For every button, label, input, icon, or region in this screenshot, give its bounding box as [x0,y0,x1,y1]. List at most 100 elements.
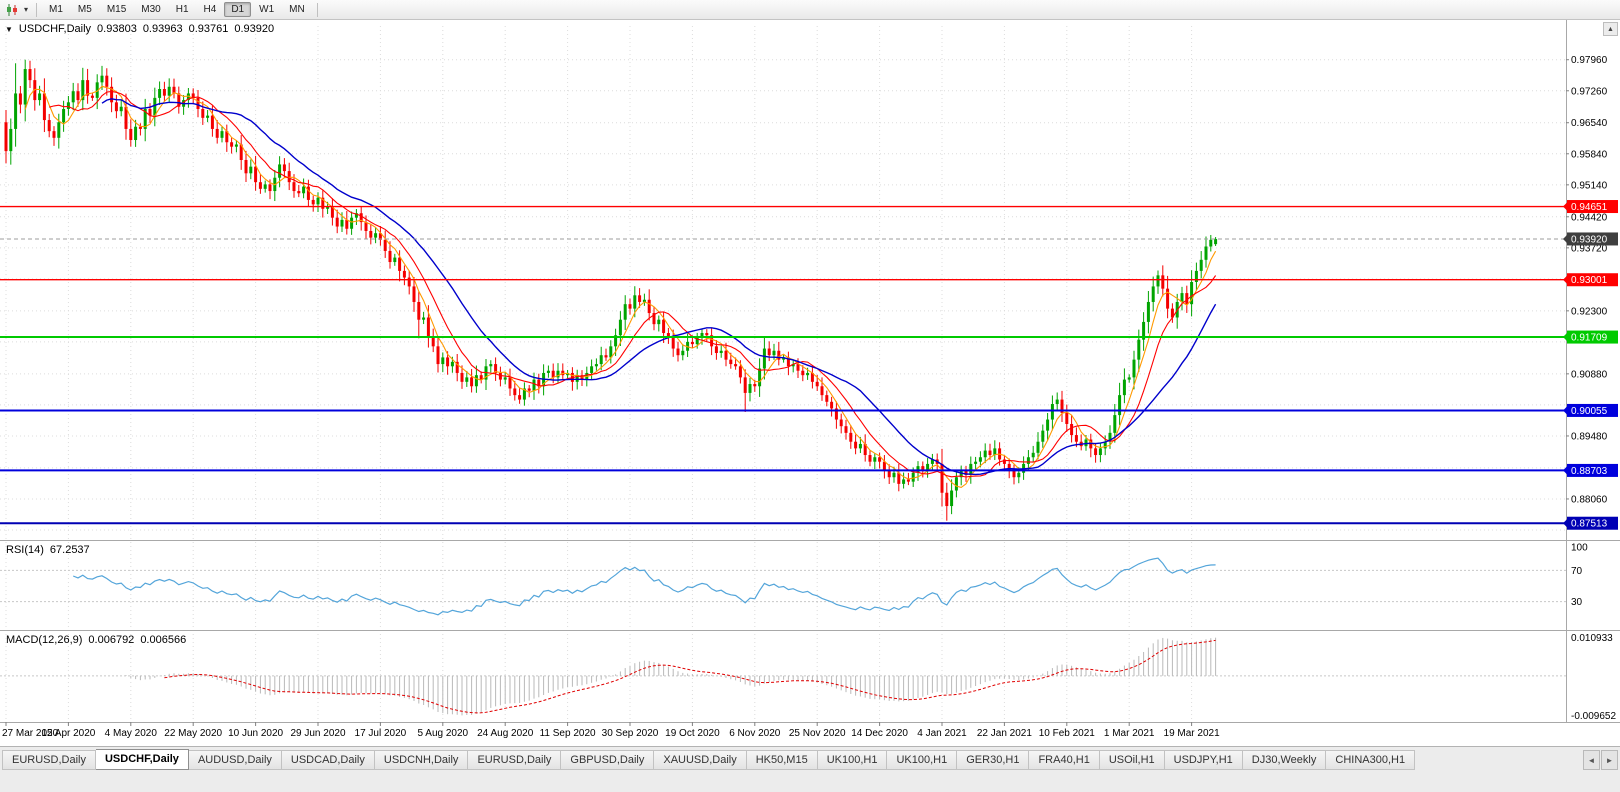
chart-tab-usdchf-daily[interactable]: USDCHF,Daily [95,749,189,770]
candles-layer [4,59,1218,521]
svg-text:0.97960: 0.97960 [1571,55,1608,66]
macd-layer: 0.010933 -0.009652 [0,633,1616,722]
low-value: 0.93761 [188,23,229,35]
svg-text:1 Mar 2021: 1 Mar 2021 [1104,728,1155,739]
svg-text:4 Jan 2021: 4 Jan 2021 [917,728,967,739]
timeframe-toolbar: ▾ M1 M5 M15 M30 H1 H4 D1 W1 MN [0,0,1620,20]
price-axis-labels: 0.97960 0.97260 0.96540 0.95840 0.95140 0.944… [1566,55,1608,505]
chart-tab-xauusd-daily[interactable]: XAUUSD,Daily [654,750,747,770]
chart-tab-eurusd-daily[interactable]: EURUSD,Daily [468,750,562,770]
title-dropdown-icon[interactable]: ▼ [5,24,13,34]
svg-text:24 Aug 2020: 24 Aug 2020 [477,728,534,739]
moving-averages-layer [24,85,1217,488]
price-badge: 0.91709 [1563,330,1618,344]
grid-layer [0,26,1566,722]
candlestick-glyph [7,3,17,16]
svg-text:0.93920: 0.93920 [1571,234,1608,245]
macd-name: MACD(12,26,9) [6,634,83,646]
svg-text:0.96540: 0.96540 [1571,118,1608,129]
chart-type-icon[interactable] [4,3,20,17]
chart-tab-usoil-h1[interactable]: USOil,H1 [1099,750,1165,770]
svg-text:0.93001: 0.93001 [1571,275,1608,286]
svg-text:17 Jul 2020: 17 Jul 2020 [355,728,407,739]
svg-text:0.88703: 0.88703 [1571,466,1608,477]
timeframe-button-m30[interactable]: M30 [134,2,167,17]
price-chart-canvas[interactable]: 0.97960 0.97260 0.96540 0.95840 0.95140 0.944… [0,20,1620,746]
timeframe-button-h1[interactable]: H1 [169,2,196,17]
timeframe-button-d1[interactable]: D1 [224,2,252,17]
svg-text:0.89480: 0.89480 [1571,431,1608,442]
chart-area: 0.97960 0.97260 0.96540 0.95840 0.95140 0.944… [0,20,1620,746]
chart-tab-usdcad-daily[interactable]: USDCAD,Daily [281,750,375,770]
svg-text:22 May 2020: 22 May 2020 [164,728,222,739]
svg-text:10 Jun 2020: 10 Jun 2020 [228,728,283,739]
svg-text:0.97260: 0.97260 [1571,86,1608,97]
chart-tab-fra40-h1[interactable]: FRA40,H1 [1029,750,1100,770]
chart-tab-dj30-weekly[interactable]: DJ30,Weekly [1242,750,1327,770]
svg-text:0.90055: 0.90055 [1571,406,1608,417]
close-value: 0.93920 [234,23,275,35]
svg-text:0.94420: 0.94420 [1571,212,1608,223]
toolbar-separator [316,2,318,17]
price-badge: 0.87513 [1563,516,1618,530]
svg-text:4 May 2020: 4 May 2020 [105,728,158,739]
chart-tab-ger30-h1[interactable]: GER30,H1 [957,750,1030,770]
chart-title: ▼ USDCHF,Daily 0.93803 0.93963 0.93761 0… [5,23,274,35]
macd-main-value: 0.006792 [88,634,135,646]
price-badge: 0.93001 [1563,273,1618,286]
chart-tab-uk100-h1[interactable]: UK100,H1 [817,750,888,770]
chart-tab-usdcnh-daily[interactable]: USDCNH,Daily [374,750,469,770]
chart-tab-eurusd-daily[interactable]: EURUSD,Daily [2,750,96,770]
svg-text:19 Mar 2021: 19 Mar 2021 [1164,728,1221,739]
timeframe-button-m1[interactable]: M1 [42,2,70,17]
rsi-pane-label: RSI(14) 67.2537 [6,544,90,556]
timeframe-button-m15[interactable]: M15 [100,2,133,17]
frame-layer [0,20,1620,723]
svg-text:25 Nov 2020: 25 Nov 2020 [789,728,846,739]
timeframe-button-w1[interactable]: W1 [252,2,281,17]
tab-scroll-right-button[interactable]: ► [1601,750,1618,770]
chart-tab-gbpusd-daily[interactable]: GBPUSD,Daily [561,750,655,770]
svg-text:0.90880: 0.90880 [1571,369,1608,380]
svg-text:0.95140: 0.95140 [1571,180,1608,191]
price-badge: 0.88703 [1563,463,1618,477]
svg-text:100: 100 [1571,543,1588,554]
svg-text:0.92300: 0.92300 [1571,306,1608,317]
symbol-period-label: USDCHF,Daily [18,23,92,35]
svg-text:0.91709: 0.91709 [1571,333,1608,344]
price-badge: 0.93920 [1563,232,1618,246]
timeframe-button-h4[interactable]: H4 [197,2,224,17]
svg-text:0.94651: 0.94651 [1571,202,1608,213]
timeframe-buttons-group: M1 M5 M15 M30 H1 H4 D1 W1 MN [42,2,312,17]
price-badges-layer: 0.94651 0.93001 0.91709 0.90055 0.88703 0.875… [1563,200,1618,530]
chart-scroll-up-button[interactable]: ▲ [1603,22,1618,36]
timeframe-button-m5[interactable]: M5 [71,2,99,17]
tab-scroll-left-button[interactable]: ◄ [1583,750,1600,770]
toolbar-dropdown-caret-icon[interactable]: ▾ [24,5,29,14]
chart-tab-china300-h1[interactable]: CHINA300,H1 [1326,750,1416,770]
rsi-value: 67.2537 [49,544,90,556]
chart-tab-audusd-daily[interactable]: AUDUSD,Daily [188,750,282,770]
svg-text:19 Oct 2020: 19 Oct 2020 [665,728,720,739]
svg-text:14 Dec 2020: 14 Dec 2020 [851,728,908,739]
svg-text:0.88060: 0.88060 [1571,494,1608,505]
levels-layer [0,205,1566,525]
timeframe-button-mn[interactable]: MN [282,2,312,17]
svg-text:10 Feb 2021: 10 Feb 2021 [1039,728,1096,739]
chart-tabs-group: EURUSD,Daily USDCHF,Daily AUDUSD,Daily USDC… [2,749,1580,770]
svg-text:5 Aug 2020: 5 Aug 2020 [417,728,468,739]
chart-tab-uk100-h1[interactable]: UK100,H1 [887,750,958,770]
chart-tab-hk50-m15[interactable]: HK50,M15 [746,750,818,770]
high-value: 0.93963 [142,23,183,35]
svg-text:0.95840: 0.95840 [1571,149,1608,160]
svg-text:11 Sep 2020: 11 Sep 2020 [540,728,596,739]
macd-signal-value: 0.006566 [140,634,187,646]
svg-text:15 Apr 2020: 15 Apr 2020 [41,728,95,739]
svg-text:0.010933: 0.010933 [1571,633,1613,644]
svg-text:-0.009652: -0.009652 [1571,711,1616,722]
svg-text:29 Jun 2020: 29 Jun 2020 [290,728,345,739]
svg-text:30 Sep 2020: 30 Sep 2020 [602,728,659,739]
chart-tab-usdjpy-h1[interactable]: USDJPY,H1 [1164,750,1243,770]
